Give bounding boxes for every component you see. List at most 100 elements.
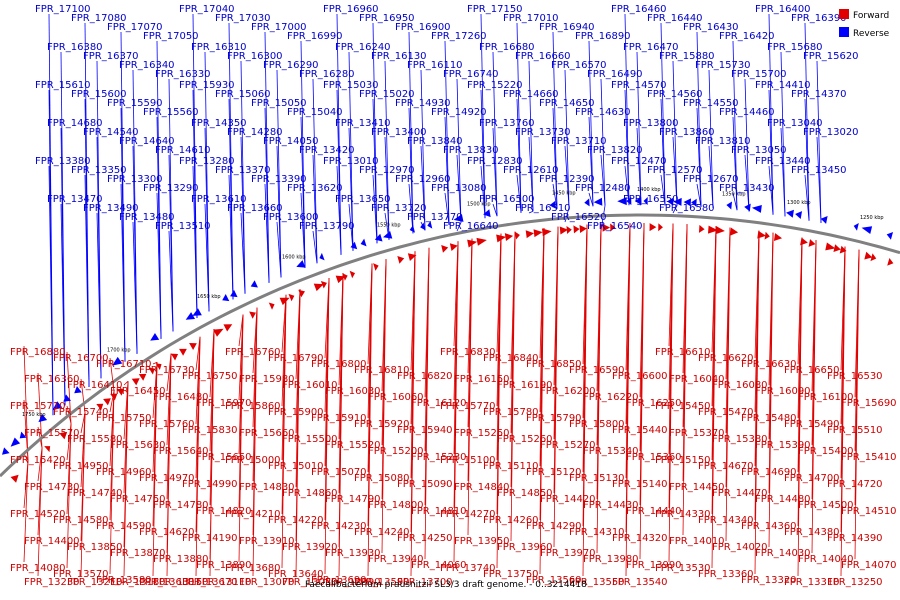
- reverse-gene-arrow: [886, 231, 894, 240]
- reverse-gene-label: FPR_16680: [479, 42, 535, 53]
- reverse-gene-label: FPR_13790: [299, 221, 355, 232]
- leader-line: [854, 249, 860, 560]
- forward-gene-label: FPR_14310: [569, 527, 625, 538]
- forward-gene-arrow: [342, 273, 348, 281]
- leader-line: [496, 233, 502, 569]
- gene-arrow-shape: [189, 343, 197, 350]
- leader-line: [312, 230, 318, 264]
- forward-gene-label: FPR_14480: [755, 494, 811, 505]
- leader-line: [168, 230, 174, 332]
- gene-arrow-shape: [541, 228, 552, 237]
- reverse-gene-label: FPR_16950: [359, 13, 415, 24]
- gene-arrow-shape: [707, 225, 718, 234]
- reverse-gene-label: FPR_14540: [83, 127, 139, 138]
- leader-line: [528, 210, 534, 214]
- forward-gene-label: FPR_15340: [583, 446, 639, 457]
- leader-line: [228, 174, 234, 300]
- forward-gene-arrow: [476, 237, 487, 246]
- forward-gene-label: FPR_13210: [67, 577, 123, 588]
- leader-line: [336, 89, 342, 255]
- forward-gene-label: FPR_14290: [526, 521, 582, 532]
- forward-gene-label: FPR_14240: [354, 527, 410, 538]
- gene-arrow-shape: [407, 253, 417, 261]
- reverse-gene-label: FPR_16470: [623, 42, 679, 53]
- leader-line: [276, 145, 282, 278]
- reverse-gene-arrow: [350, 241, 358, 250]
- gene-arrow-shape: [383, 230, 393, 239]
- forward-gene-arrow: [131, 378, 140, 386]
- scale-tick-label: 1450 kbp: [552, 190, 576, 196]
- forward-gene-arrow: [559, 226, 569, 235]
- forward-gene-arrow: [279, 297, 290, 306]
- reverse-gene-label: FPR_16290: [263, 60, 319, 71]
- genome-backbone: [0, 213, 900, 478]
- leader-line: [348, 51, 354, 251]
- reverse-gene-arrow: [296, 260, 306, 268]
- leader-line: [276, 221, 282, 278]
- forward-gene-arrow: [579, 225, 587, 233]
- gene-arrow-shape: [525, 230, 535, 239]
- gene-arrow-shape: [549, 200, 556, 209]
- reverse-gene-label: FPR_13080: [431, 183, 487, 194]
- forward-gene-label: FPR_16200: [540, 386, 596, 397]
- forward-gene-label: FPR_14840: [454, 482, 510, 493]
- gene-arrow-shape: [886, 231, 894, 240]
- gene-arrow-shape: [610, 223, 616, 232]
- gene-arrow-shape: [715, 226, 725, 235]
- leader-line: [816, 60, 822, 223]
- forward-gene-label: FPR_16760: [225, 347, 281, 358]
- scale-tick-label: 1700 kbp: [107, 348, 131, 354]
- forward-gene-label: FPR_16610: [655, 347, 711, 358]
- leader-line: [624, 165, 630, 206]
- gene-arrow-shape: [420, 222, 426, 231]
- leader-line: [410, 251, 416, 577]
- scale-ticks: 1750 kbp 1700 kbp 1650 kbp 1600 kbp 1550 kbp…: [22, 187, 884, 418]
- reverse-gene-label: FPR_17040: [179, 4, 235, 15]
- leader-line: [564, 69, 570, 208]
- reverse-gene-label: FPR_13300: [107, 174, 163, 185]
- label-leader-lines: [23, 13, 860, 577]
- reverse-gene-label: FPR_13490: [83, 203, 139, 214]
- leader-line: [312, 154, 318, 264]
- leader-line: [768, 13, 774, 215]
- forward-gene-label: FPR_16100: [798, 392, 854, 403]
- forward-gene-label: FPR_15090: [397, 479, 453, 490]
- forward-gene-label: FPR_16040: [669, 374, 725, 385]
- forward-gene-label: FPR_15130: [569, 473, 625, 484]
- forward-gene-label: FPR_15690: [841, 398, 897, 409]
- legend-forward-label: Forward: [853, 11, 889, 21]
- forward-gene-label: FPR_14040: [798, 554, 854, 565]
- reverse-gene-label: FPR_13600: [263, 212, 319, 223]
- leader-line: [668, 223, 674, 563]
- reverse-gene-label: FPR_17030: [215, 13, 271, 24]
- forward-gene-arrow: [110, 393, 118, 401]
- forward-gene-arrow: [335, 275, 346, 284]
- leader-line: [672, 60, 678, 206]
- forward-gene-label: FPR_15920: [354, 419, 410, 430]
- leader-line: [780, 51, 786, 217]
- forward-gene-arrow: [298, 289, 305, 298]
- reverse-gene-label: FPR_14640: [119, 136, 175, 147]
- forward-gene-arrow: [268, 302, 275, 310]
- gene-arrow-shape: [839, 245, 847, 254]
- reverse-gene-label: FPR_14610: [155, 145, 211, 156]
- forward-gene-arrow: [864, 251, 873, 260]
- reverse-gene-label: FPR_16240: [335, 42, 391, 53]
- forward-gene-label: FPR_13690: [311, 575, 367, 586]
- leader-line: [456, 222, 462, 232]
- forward-gene-arrow: [887, 257, 894, 266]
- reverse-gene-label: FPR_17010: [503, 13, 559, 24]
- forward-gene-label: FPR_13970: [540, 548, 596, 559]
- reverse-gene-label: FPR_14280: [227, 127, 283, 138]
- leader-line: [60, 203, 66, 406]
- reverse-gene-label: FPR_15610: [35, 80, 91, 91]
- forward-gene-label: FPR_15390: [755, 440, 811, 451]
- forward-gene-arrow: [249, 311, 256, 319]
- gene-arrow-shape: [360, 238, 367, 247]
- forward-gene-label: FPR_14330: [655, 509, 711, 520]
- gene-arrow-shape: [155, 363, 162, 370]
- leader-line: [132, 221, 138, 354]
- reverse-gene-label: FPR_15700: [731, 69, 787, 80]
- scale-tick-label: 1500 kbp: [467, 202, 491, 208]
